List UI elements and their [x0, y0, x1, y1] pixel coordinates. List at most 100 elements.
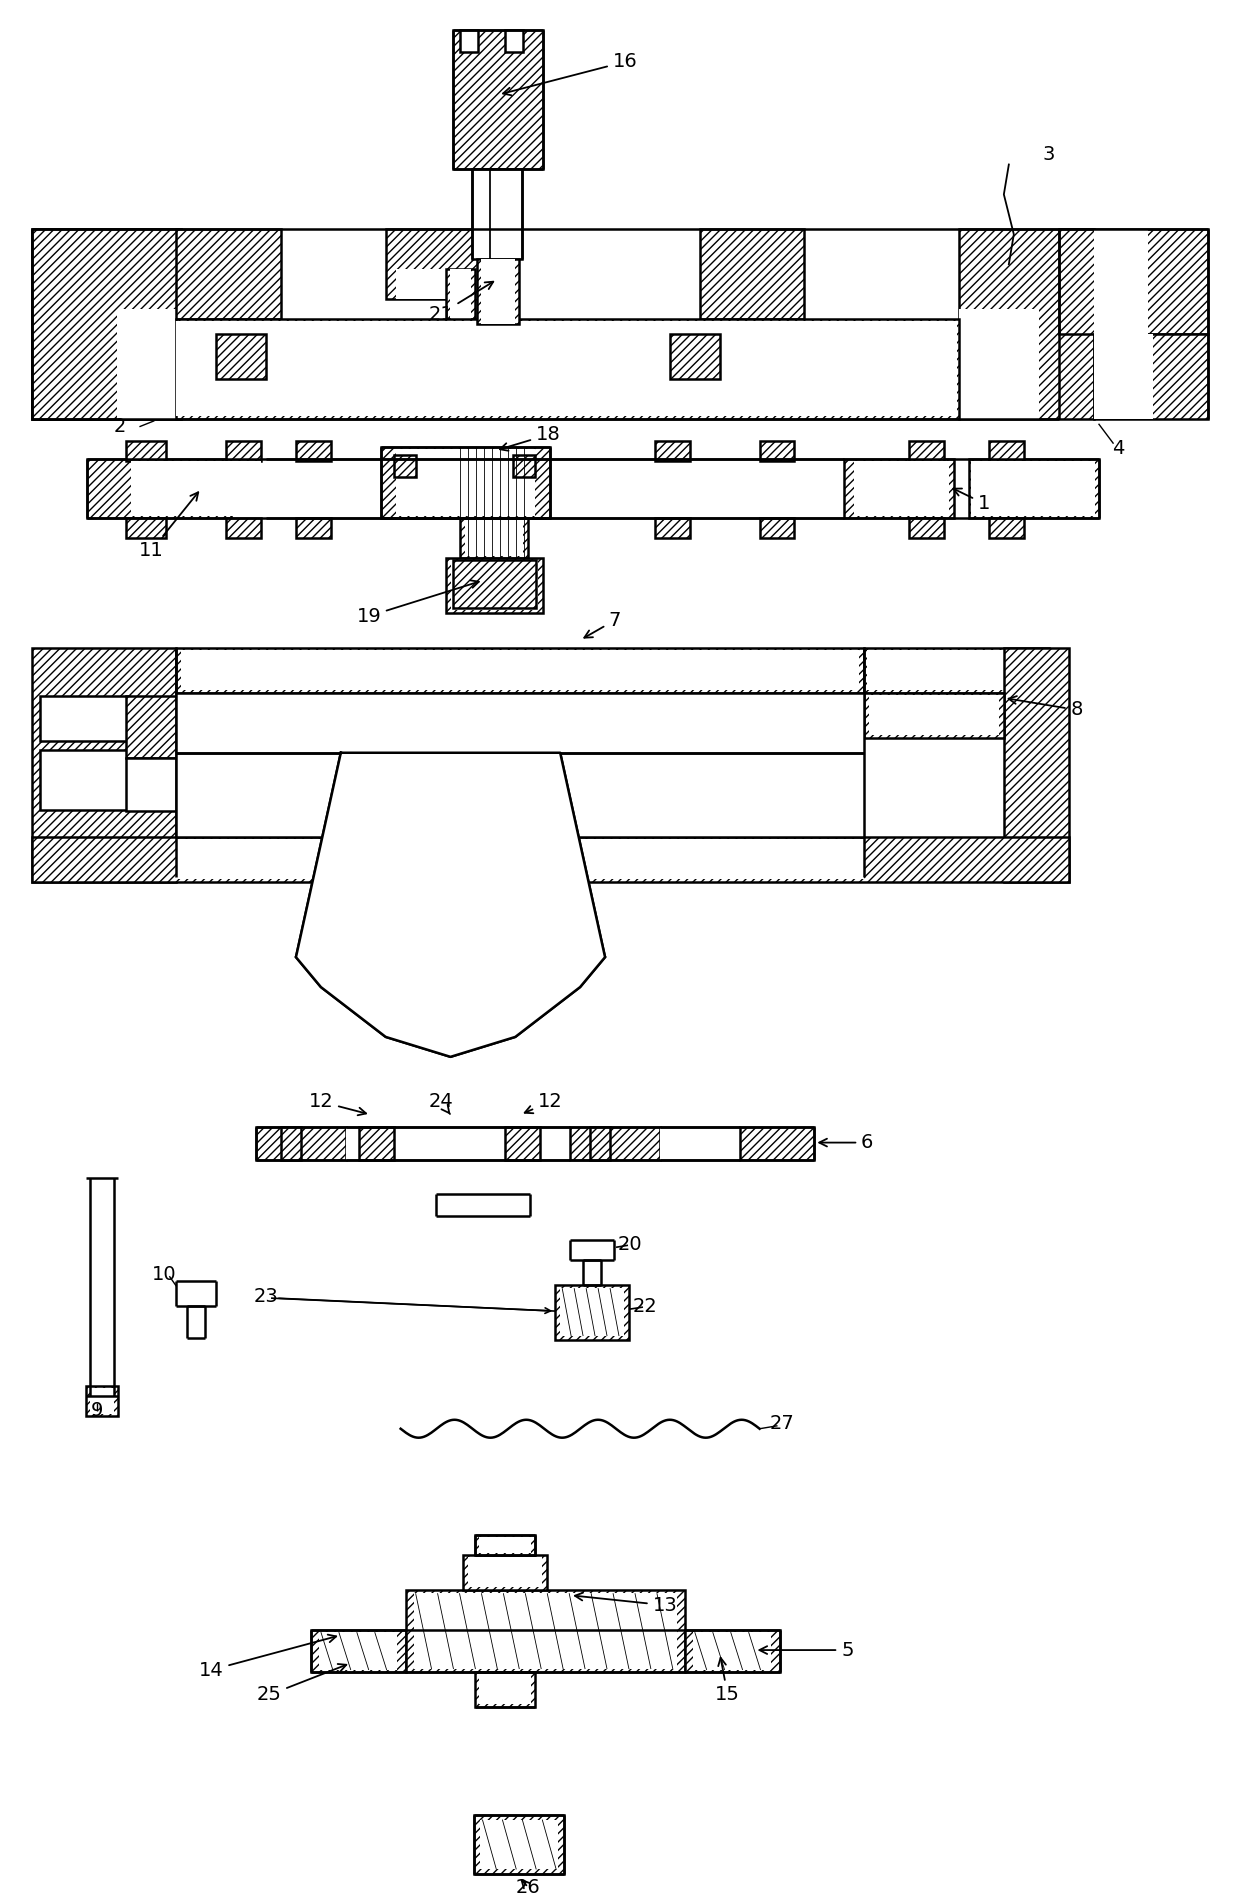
Bar — [699, 319, 805, 408]
Bar — [32, 837, 1069, 883]
Bar — [40, 697, 129, 740]
Bar — [445, 558, 543, 613]
Text: 11: 11 — [139, 492, 198, 560]
Bar — [445, 270, 475, 319]
Bar — [556, 1285, 629, 1340]
Text: 15: 15 — [715, 1657, 740, 1704]
Bar — [117, 309, 181, 419]
Bar — [176, 1281, 216, 1306]
Text: 20: 20 — [618, 1236, 642, 1255]
Bar — [405, 1591, 684, 1672]
Text: 4: 4 — [1112, 438, 1125, 457]
Bar — [513, 456, 536, 476]
Bar — [176, 230, 281, 319]
Bar — [460, 518, 528, 558]
Text: 12: 12 — [525, 1091, 563, 1114]
Bar — [319, 1632, 397, 1670]
Bar — [187, 1306, 206, 1338]
Bar — [181, 649, 859, 691]
Bar — [346, 1127, 570, 1160]
Text: 12: 12 — [309, 1091, 366, 1116]
Bar — [867, 649, 1045, 691]
Bar — [32, 230, 181, 419]
Bar — [1094, 230, 1148, 334]
Text: 22: 22 — [632, 1296, 657, 1315]
Bar — [1094, 334, 1208, 419]
Bar — [481, 260, 516, 325]
Bar — [583, 1260, 601, 1285]
Bar — [1094, 334, 1153, 419]
Bar — [454, 30, 543, 169]
Text: 8: 8 — [1008, 697, 1083, 719]
Bar — [959, 309, 1039, 419]
Bar — [477, 260, 520, 325]
Bar — [988, 440, 1024, 461]
Bar — [988, 518, 1024, 539]
Bar — [475, 1814, 564, 1875]
Bar — [844, 459, 954, 518]
Bar — [296, 518, 331, 539]
Bar — [226, 518, 262, 539]
Bar — [435, 1194, 531, 1217]
Bar — [176, 321, 957, 416]
Bar — [131, 461, 262, 516]
Bar — [506, 1127, 541, 1160]
Bar — [126, 757, 176, 810]
Bar — [40, 750, 129, 810]
Bar — [739, 1127, 815, 1160]
Bar — [864, 693, 1004, 738]
Text: 9: 9 — [91, 1401, 103, 1420]
Bar — [460, 30, 479, 51]
Bar — [176, 647, 864, 693]
Bar — [693, 1632, 770, 1670]
Text: 2: 2 — [113, 418, 125, 437]
Bar — [32, 230, 181, 419]
Bar — [480, 1820, 558, 1870]
Bar — [570, 1239, 614, 1260]
Bar — [560, 1289, 624, 1336]
Bar — [396, 448, 536, 516]
Text: 21: 21 — [428, 281, 494, 323]
Bar — [393, 456, 415, 476]
Text: 18: 18 — [500, 425, 560, 450]
Bar — [126, 697, 176, 810]
Bar — [1059, 230, 1208, 334]
Text: 26: 26 — [516, 1877, 541, 1896]
Bar — [480, 1537, 531, 1553]
Bar — [40, 697, 129, 740]
Bar — [475, 1672, 536, 1706]
Text: 3: 3 — [1043, 144, 1055, 163]
Bar — [570, 1127, 660, 1160]
Bar — [968, 459, 1099, 518]
Bar — [475, 1535, 536, 1554]
Text: 1: 1 — [954, 488, 990, 512]
Bar — [971, 461, 1095, 516]
Bar — [450, 560, 538, 609]
Text: 10: 10 — [153, 1264, 176, 1283]
Bar — [87, 459, 231, 518]
Bar — [506, 30, 523, 51]
Text: 24: 24 — [428, 1091, 453, 1114]
Bar — [126, 757, 176, 810]
Bar — [396, 270, 480, 300]
Bar — [684, 1630, 780, 1672]
Bar — [311, 1630, 405, 1672]
Bar — [959, 230, 1094, 419]
Bar — [176, 839, 864, 879]
Text: 27: 27 — [769, 1414, 794, 1433]
Bar — [655, 440, 689, 461]
Bar — [869, 695, 999, 735]
Bar — [450, 270, 471, 319]
Bar — [469, 1558, 542, 1587]
Bar — [257, 1127, 346, 1160]
Bar — [760, 440, 795, 461]
Bar — [506, 30, 523, 51]
Bar — [864, 647, 1049, 693]
Bar — [465, 520, 523, 556]
Text: 16: 16 — [503, 53, 637, 95]
Bar — [89, 1179, 114, 1395]
Bar — [32, 309, 122, 419]
Bar — [386, 230, 490, 300]
Text: 14: 14 — [198, 1634, 336, 1680]
Bar — [590, 1127, 610, 1160]
